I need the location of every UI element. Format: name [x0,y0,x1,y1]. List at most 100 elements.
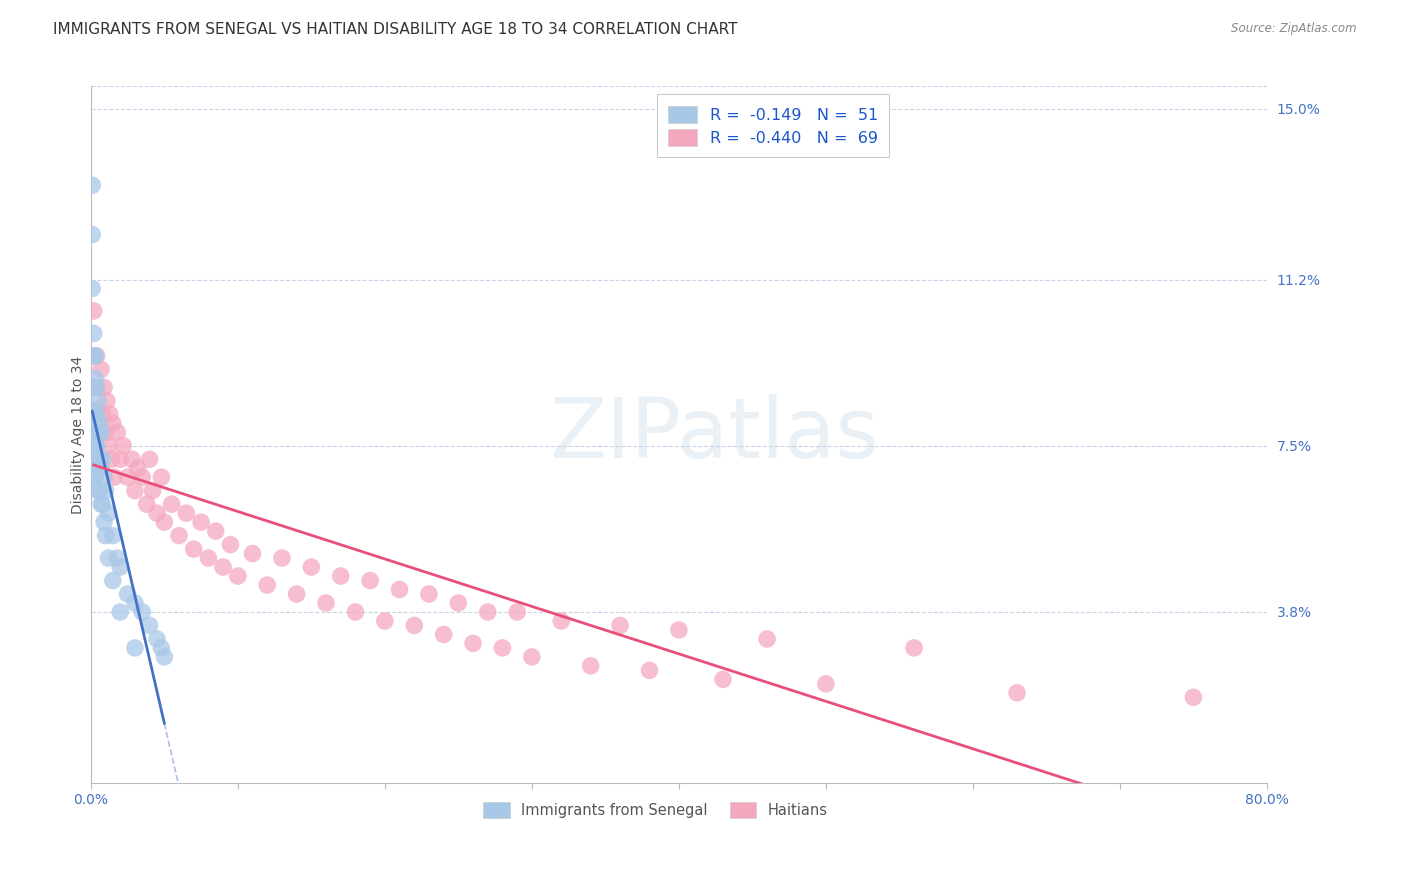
Point [256,578,278,592]
Point [609,618,631,632]
Point [103,470,125,484]
Point [167,528,190,542]
Point [138,452,160,467]
Point [447,596,470,610]
Point [461,636,484,650]
Point [87,483,110,498]
Point [83,349,105,363]
Point [87,452,110,467]
Point [153,515,176,529]
Point [94,483,117,498]
Point [83,304,105,318]
Point [433,627,456,641]
Point [756,632,779,646]
Point [150,640,173,655]
Point [506,605,529,619]
Point [101,574,124,588]
Point [668,623,690,637]
Point [100,452,122,467]
Point [146,506,169,520]
Point [87,402,110,417]
Point [84,439,107,453]
Point [84,407,107,421]
Point [83,470,105,484]
Point [135,497,157,511]
Point [84,349,107,363]
Point [93,380,115,394]
Point [105,425,128,440]
Point [93,470,115,484]
Y-axis label: Disability Age 18 to 34: Disability Age 18 to 34 [72,355,86,514]
Point [638,664,661,678]
Point [404,618,426,632]
Point [83,425,105,440]
Point [477,605,499,619]
Point [212,560,235,574]
Text: ZIPatlas: ZIPatlas [550,394,879,475]
Point [491,640,513,655]
Point [121,452,143,467]
Point [96,393,118,408]
Point [94,425,117,440]
Point [86,407,108,421]
Point [84,371,107,385]
Point [112,439,135,453]
Point [87,393,110,408]
Point [150,470,173,484]
Point [89,425,111,440]
Point [315,596,337,610]
Point [285,587,308,601]
Point [82,281,104,295]
Point [124,596,146,610]
Point [105,551,128,566]
Point [90,461,112,475]
Point [141,483,163,498]
Point [82,402,104,417]
Point [183,542,205,557]
Point [814,677,837,691]
Point [329,569,352,583]
Point [131,470,153,484]
Point [82,178,104,193]
Point [94,528,117,542]
Point [89,417,111,431]
Point [83,326,105,341]
Point [108,605,131,619]
Point [89,483,111,498]
Point [86,461,108,475]
Point [86,380,108,394]
Point [124,483,146,498]
Text: Source: ZipAtlas.com: Source: ZipAtlas.com [1232,22,1357,36]
Point [117,470,139,484]
Point [197,551,219,566]
Point [146,632,169,646]
Point [86,439,108,453]
Point [98,407,121,421]
Point [271,551,294,566]
Point [204,524,226,538]
Point [91,497,114,511]
Point [299,560,322,574]
Point [418,587,440,601]
Point [89,452,111,467]
Text: IMMIGRANTS FROM SENEGAL VS HAITIAN DISABILITY AGE 18 TO 34 CORRELATION CHART: IMMIGRANTS FROM SENEGAL VS HAITIAN DISAB… [53,22,738,37]
Point [91,407,114,421]
Point [344,605,367,619]
Point [90,425,112,440]
Legend: Immigrants from Senegal, Haitians: Immigrants from Senegal, Haitians [478,797,834,824]
Point [388,582,411,597]
Point [83,380,105,394]
Point [86,349,108,363]
Point [160,497,183,511]
Point [579,659,602,673]
Point [219,538,242,552]
Point [84,380,107,394]
Point [374,614,396,628]
Point [83,452,105,467]
Point [90,497,112,511]
Point [97,551,120,566]
Point [124,640,146,655]
Point [91,452,114,467]
Point [190,515,212,529]
Point [242,547,264,561]
